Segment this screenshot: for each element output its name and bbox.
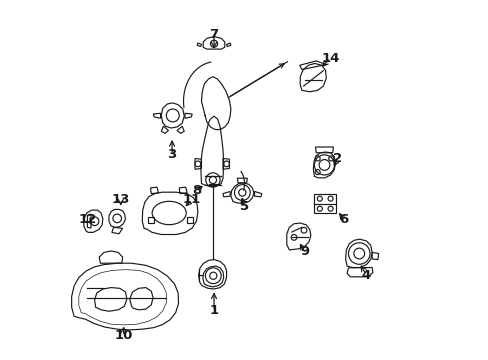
Text: 12: 12 <box>79 213 97 226</box>
Text: 1: 1 <box>209 305 218 318</box>
Text: 11: 11 <box>182 193 200 206</box>
Text: 6: 6 <box>339 213 348 226</box>
Text: 13: 13 <box>111 193 130 206</box>
Text: 14: 14 <box>321 51 339 64</box>
Text: 3: 3 <box>167 148 176 161</box>
Text: 5: 5 <box>240 201 248 213</box>
Text: 2: 2 <box>332 152 342 165</box>
Text: 10: 10 <box>114 329 133 342</box>
Text: 7: 7 <box>209 28 218 41</box>
Text: 9: 9 <box>300 245 309 258</box>
Text: 4: 4 <box>361 269 370 282</box>
Text: 8: 8 <box>192 184 202 197</box>
